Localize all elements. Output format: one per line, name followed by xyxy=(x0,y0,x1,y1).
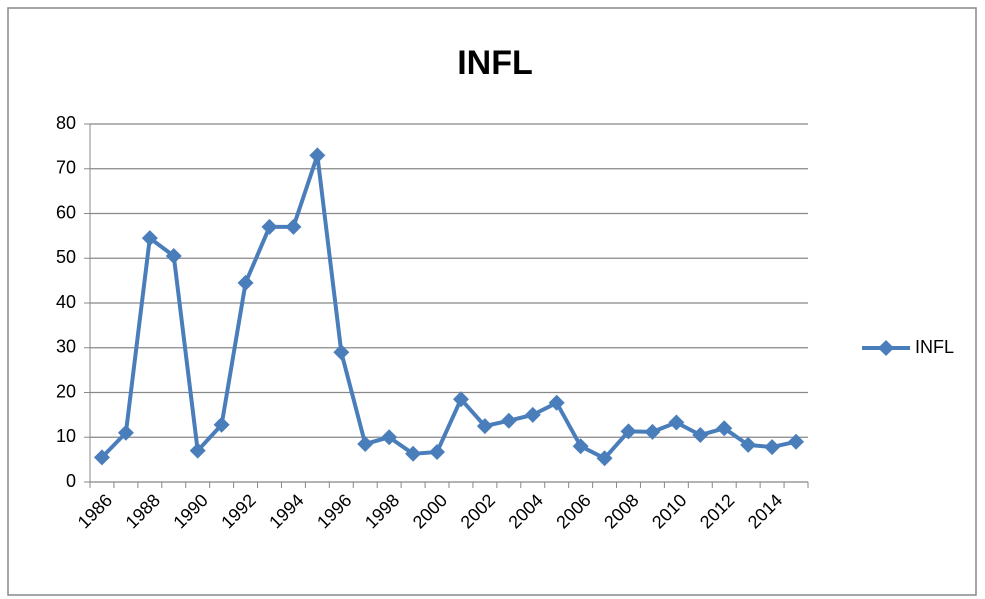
point-marker xyxy=(524,406,541,423)
point-marker xyxy=(596,450,613,467)
y-tick-label: 60 xyxy=(56,202,76,222)
point-marker xyxy=(500,412,517,429)
chart-title: INFL xyxy=(457,44,533,82)
point-marker xyxy=(261,218,278,235)
legend-marker xyxy=(878,340,894,356)
point-marker xyxy=(309,147,326,164)
point-marker xyxy=(452,391,469,408)
point-marker xyxy=(405,445,422,462)
y-tick-label: 20 xyxy=(56,381,76,401)
point-marker xyxy=(117,424,134,441)
point-marker xyxy=(141,230,158,247)
point-marker xyxy=(476,418,493,435)
legend-label: INFL xyxy=(915,337,954,357)
point-marker xyxy=(333,344,350,361)
y-tick-label: 30 xyxy=(56,337,76,357)
point-marker xyxy=(764,439,781,456)
point-marker xyxy=(93,449,110,466)
point-marker xyxy=(668,414,685,431)
point-marker xyxy=(788,433,805,450)
point-marker xyxy=(572,438,589,455)
point-marker xyxy=(692,427,709,444)
point-marker xyxy=(213,416,230,433)
point-marker xyxy=(189,442,206,459)
point-marker xyxy=(285,218,302,235)
point-marker xyxy=(620,423,637,440)
y-tick-label: 0 xyxy=(66,471,76,491)
point-marker xyxy=(716,420,733,437)
y-tick-label: 80 xyxy=(56,113,76,133)
point-marker xyxy=(165,248,182,265)
point-marker xyxy=(429,444,446,461)
y-tick-label: 40 xyxy=(56,292,76,312)
point-marker xyxy=(381,429,398,446)
point-marker xyxy=(548,394,565,411)
y-tick-label: 10 xyxy=(56,426,76,446)
y-tick-label: 70 xyxy=(56,158,76,178)
point-marker xyxy=(644,423,661,440)
point-marker xyxy=(237,274,254,291)
point-marker xyxy=(740,436,757,453)
y-tick-label: 50 xyxy=(56,247,76,267)
point-marker xyxy=(357,435,374,452)
chart-frame xyxy=(7,7,977,596)
